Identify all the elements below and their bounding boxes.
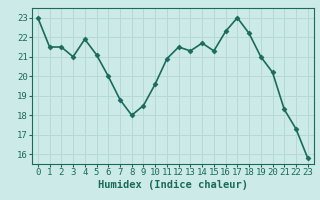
X-axis label: Humidex (Indice chaleur): Humidex (Indice chaleur) xyxy=(98,180,248,190)
